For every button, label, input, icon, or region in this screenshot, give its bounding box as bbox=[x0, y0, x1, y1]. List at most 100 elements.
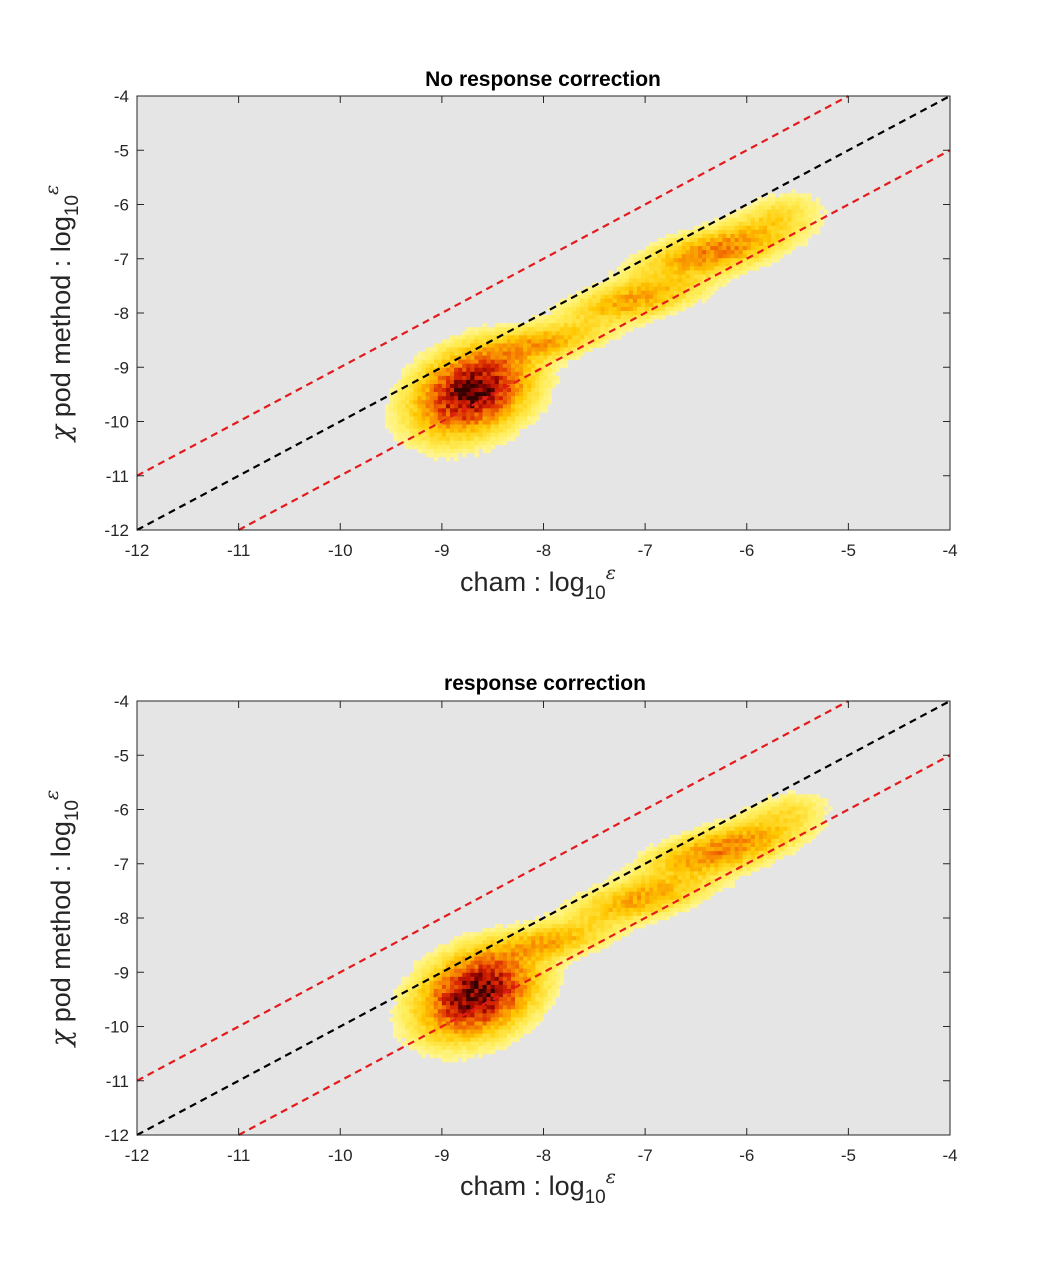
density-cell bbox=[470, 1053, 475, 1059]
density-cell bbox=[795, 213, 800, 218]
density-cell bbox=[628, 895, 634, 901]
density-cell bbox=[466, 952, 471, 957]
density-cell bbox=[608, 932, 613, 937]
density-cell bbox=[450, 359, 455, 364]
density-cell bbox=[470, 1037, 475, 1043]
density-cell bbox=[559, 915, 565, 921]
density-cell bbox=[791, 794, 796, 799]
density-cell bbox=[454, 948, 459, 953]
density-cell bbox=[616, 310, 622, 316]
density-cell bbox=[474, 432, 479, 438]
density-cell bbox=[767, 859, 772, 864]
density-cell bbox=[596, 907, 601, 913]
density-cell bbox=[470, 960, 475, 965]
density-cell bbox=[645, 310, 650, 316]
density-cell bbox=[620, 871, 626, 876]
density-cell bbox=[474, 964, 479, 969]
density-cell bbox=[486, 1021, 491, 1026]
density-cell bbox=[681, 286, 687, 291]
density-cell bbox=[559, 936, 565, 941]
density-cell bbox=[466, 347, 471, 352]
density-cell bbox=[466, 1037, 471, 1043]
density-cell bbox=[693, 290, 699, 296]
density-cell bbox=[771, 258, 776, 263]
density-cell bbox=[718, 233, 723, 239]
density-cell bbox=[437, 980, 443, 986]
density-cell bbox=[746, 810, 752, 815]
density-cell bbox=[616, 286, 622, 291]
density-cell bbox=[527, 363, 532, 369]
density-cell bbox=[758, 201, 764, 206]
density-cell bbox=[689, 903, 695, 909]
density-cell bbox=[421, 400, 426, 405]
density-cell bbox=[750, 822, 756, 828]
density-cell bbox=[693, 826, 699, 832]
density-cell bbox=[563, 363, 569, 369]
density-cell bbox=[445, 452, 451, 458]
density-cell bbox=[681, 254, 687, 259]
density-cell bbox=[405, 436, 410, 442]
density-cell bbox=[433, 412, 439, 417]
density-cell bbox=[616, 266, 622, 271]
density-cell bbox=[608, 903, 613, 909]
density-cell bbox=[799, 209, 804, 214]
density-cell bbox=[799, 233, 804, 239]
density-cell bbox=[523, 331, 528, 336]
density-cell bbox=[535, 416, 540, 421]
density-cell bbox=[669, 842, 674, 848]
density-cell bbox=[665, 867, 670, 872]
density-cell bbox=[742, 830, 748, 836]
density-cell bbox=[746, 233, 752, 239]
density-cell bbox=[519, 339, 524, 344]
density-cell bbox=[653, 242, 658, 247]
density-cell bbox=[697, 233, 703, 239]
density-cell bbox=[783, 847, 788, 852]
density-cell bbox=[657, 899, 662, 905]
density-cell bbox=[515, 432, 520, 438]
density-cell bbox=[535, 948, 540, 953]
density-cell bbox=[584, 323, 589, 328]
density-cell bbox=[746, 830, 752, 836]
density-cell bbox=[425, 363, 430, 369]
density-cell bbox=[600, 911, 605, 917]
density-cell bbox=[454, 1045, 459, 1051]
density-cell bbox=[612, 294, 617, 300]
density-cell bbox=[539, 928, 544, 933]
density-cell bbox=[767, 851, 772, 856]
density-cell bbox=[466, 444, 471, 450]
density-cell bbox=[645, 907, 650, 913]
density-cell bbox=[771, 802, 776, 807]
density-cell bbox=[767, 847, 772, 852]
density-cell bbox=[437, 968, 443, 974]
density-cell bbox=[425, 428, 430, 433]
density-cell bbox=[616, 920, 622, 925]
density-cell bbox=[539, 383, 544, 389]
density-cell bbox=[563, 948, 569, 953]
density-cell bbox=[624, 319, 630, 324]
density-cell bbox=[580, 319, 585, 324]
density-cell bbox=[641, 887, 646, 892]
density-cell bbox=[584, 339, 589, 344]
density-cell bbox=[498, 976, 504, 982]
density-cell bbox=[429, 416, 435, 421]
density-cell bbox=[523, 1029, 528, 1034]
density-cell bbox=[681, 867, 687, 872]
density-cell bbox=[437, 436, 443, 442]
density-cell bbox=[641, 855, 646, 860]
density-cell bbox=[637, 899, 642, 905]
density-cell bbox=[433, 456, 439, 462]
density-cell bbox=[580, 315, 585, 320]
density-cell bbox=[592, 290, 597, 296]
density-cell bbox=[413, 1021, 418, 1026]
density-cell bbox=[673, 911, 678, 917]
density-cell bbox=[445, 420, 451, 425]
density-cell bbox=[523, 396, 528, 401]
density-cell bbox=[787, 798, 792, 803]
density-cell bbox=[413, 396, 418, 401]
density-cell bbox=[462, 988, 467, 994]
density-cell bbox=[689, 895, 695, 901]
density-cell bbox=[559, 306, 565, 312]
density-cell bbox=[450, 960, 455, 965]
density-cell bbox=[742, 233, 748, 239]
density-cell bbox=[657, 246, 662, 251]
